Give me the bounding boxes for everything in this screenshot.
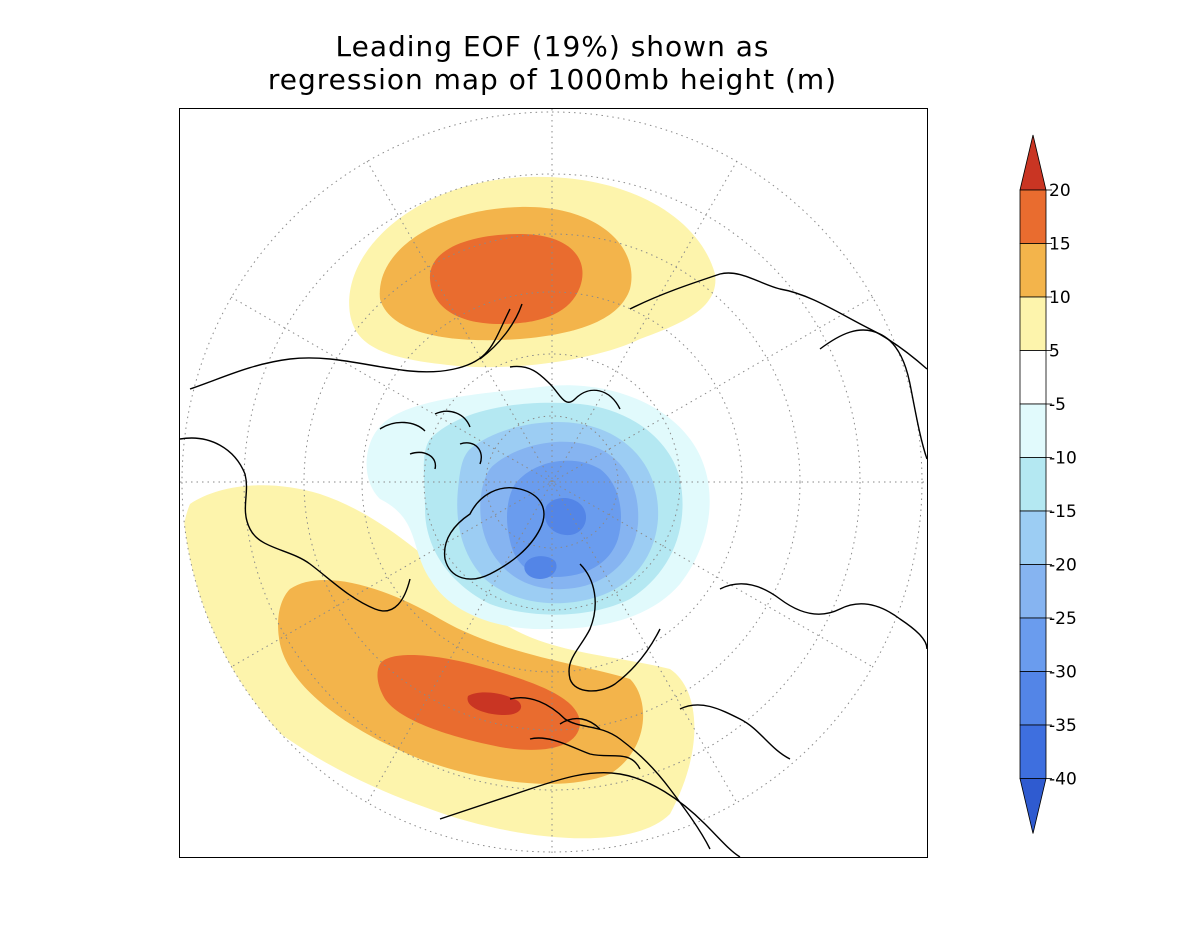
colorbar-label: -20 (1049, 556, 1077, 576)
polar-map (179, 108, 928, 858)
coastline-europe (509, 697, 711, 850)
polar-map-svg (180, 109, 927, 857)
graticule (180, 109, 927, 857)
coastline-mediterranean (529, 717, 641, 770)
colorbar-segment (1019, 724, 1047, 779)
colorbar-segment (1019, 243, 1047, 298)
colorbar-label: 10 (1049, 288, 1071, 308)
colorbar-segment (1019, 564, 1047, 619)
meridian-line (230, 296, 874, 668)
coastline-scandinavia (568, 563, 661, 692)
coastline-far-east (819, 329, 927, 460)
meridian-line (366, 160, 738, 804)
colorbar-label: -25 (1049, 609, 1077, 629)
colorbar-segment (1019, 457, 1047, 512)
latitude-circle (303, 233, 801, 731)
meridian-line (366, 160, 738, 804)
colorbar-extend-max (1019, 134, 1047, 191)
colorbar-segment (1019, 671, 1047, 726)
coastline-arctic-islands (379, 410, 482, 470)
coastline-alaska-siberia (189, 308, 511, 390)
colorbar-segment (1019, 403, 1047, 458)
colorbar-label: -15 (1049, 502, 1077, 522)
colorbar-label: 5 (1049, 342, 1060, 362)
chart-title: Leading EOF (19%) shown as regression ma… (180, 30, 925, 96)
colorbar-label: -10 (1049, 449, 1077, 469)
pacific-anomaly-15 (429, 234, 583, 324)
atlantic-anomaly-20 (467, 692, 522, 715)
latitude-circle (243, 173, 861, 791)
colorbar-label: -5 (1049, 395, 1066, 415)
colorbar-segment (1019, 350, 1047, 405)
meridian-line (230, 296, 874, 668)
coastline-central-asia (719, 583, 927, 650)
title-line-1: Leading EOF (19%) shown as (335, 30, 770, 63)
colorbar-label: 15 (1049, 235, 1071, 255)
colorbar-label: -30 (1049, 663, 1077, 683)
colorbar-label: -35 (1049, 716, 1077, 736)
arctic-anomaly-30b (545, 497, 587, 536)
coastline-kamchatka (479, 303, 523, 360)
coastline-canada (180, 437, 411, 612)
coastline-africa (439, 771, 741, 857)
colorbar-label: -40 (1049, 770, 1077, 790)
colorbar-label: 20 (1049, 181, 1071, 201)
latitude-circle (423, 353, 681, 611)
coastline-greenland (443, 487, 545, 580)
colorbar-segment (1019, 296, 1047, 351)
colorbar-segment (1019, 617, 1047, 672)
latitude-circle (181, 111, 923, 853)
regression-field (182, 176, 716, 839)
colorbar-segment (1019, 510, 1047, 565)
title-line-2: regression map of 1000mb height (m) (267, 63, 838, 96)
colorbar-extend-min (1019, 778, 1047, 834)
arctic-anomaly-30 (524, 556, 557, 579)
coastline-middle-east (679, 704, 791, 760)
colorbar: 20 15 10 5 -5 -10 -15 -20 -25 -30 -35 -40 (1019, 134, 1077, 834)
colorbar-segment (1019, 189, 1047, 244)
coastlines (180, 272, 927, 857)
coastline-siberia-east (509, 365, 621, 410)
latitude-circle (485, 415, 619, 549)
